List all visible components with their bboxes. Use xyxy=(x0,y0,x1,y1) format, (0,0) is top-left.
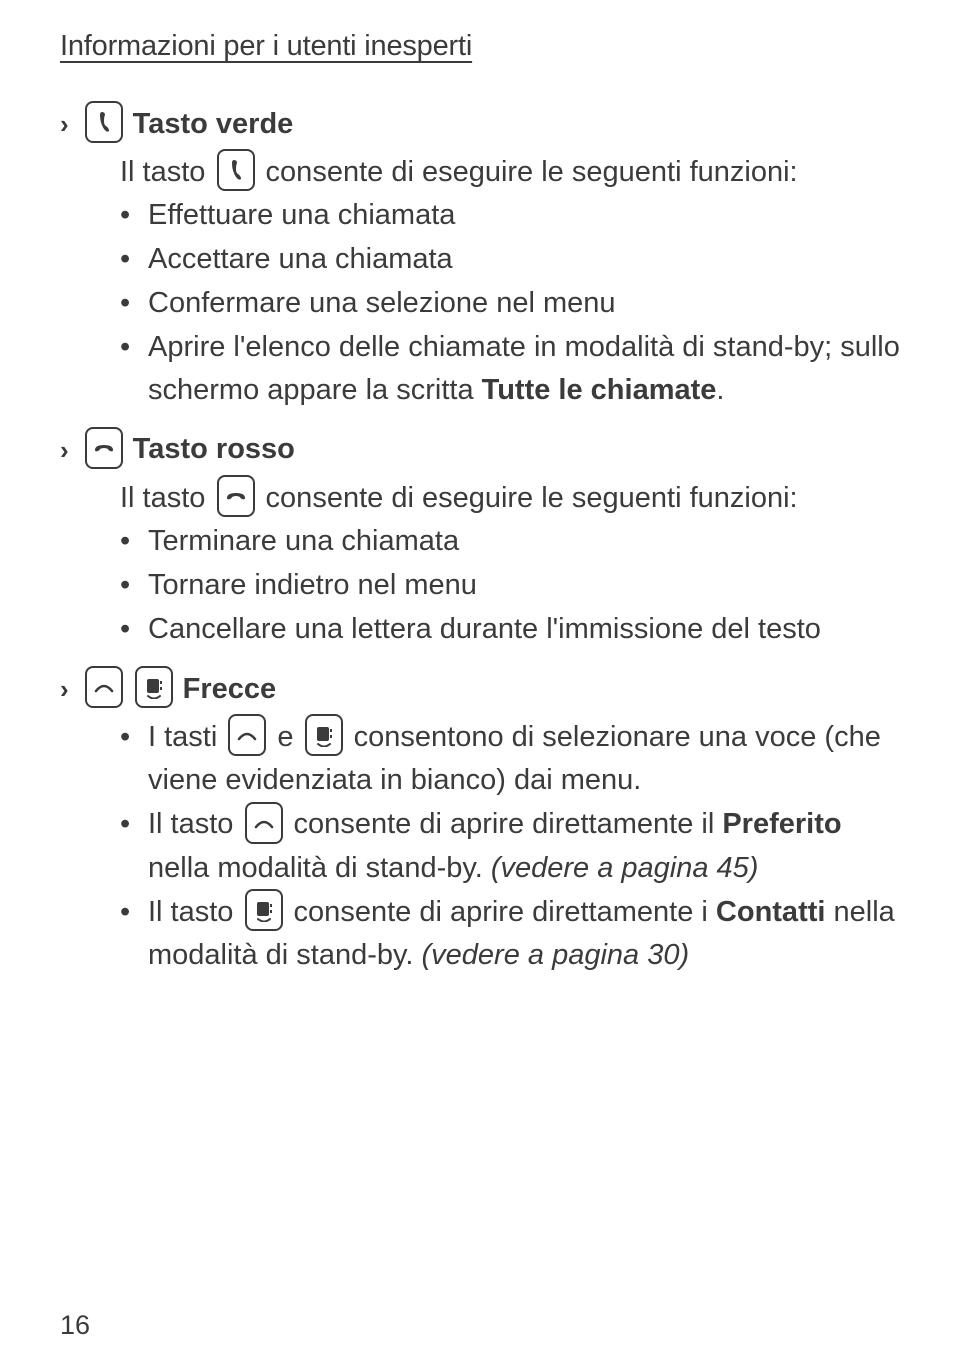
bullet-post2: nella modalità di stand-by. xyxy=(148,852,491,884)
list-item: Il tasto consente di aprire direttamente… xyxy=(120,803,900,888)
bullet-text: Terminare una chiamata xyxy=(148,525,459,557)
section-title-row: › Tasto verde xyxy=(60,103,900,145)
green-key-icon xyxy=(85,101,123,143)
chevron-icon: › xyxy=(60,111,69,137)
intro-post: consente di eseguire le seguenti funzion… xyxy=(258,156,798,188)
green-key-icon xyxy=(217,149,255,191)
red-key-icon xyxy=(85,427,123,469)
bullet-pre: Il tasto xyxy=(148,808,242,840)
bullet-bold: Contatti xyxy=(716,896,826,928)
list-item: Tornare indietro nel menu xyxy=(120,564,900,606)
bullet-list: Terminare una chiamata Tornare indietro … xyxy=(120,520,900,652)
section-title-row: › Frecce xyxy=(60,668,900,710)
bullet-text: Effettuare una chiamata xyxy=(148,199,455,231)
up-arrow-key-icon xyxy=(228,714,266,756)
section-green-key: › Tasto verde Il tasto consente di esegu… xyxy=(60,103,900,413)
bullet-text: Accettare una chiamata xyxy=(148,243,453,275)
intro-pre: Il tasto xyxy=(120,156,214,188)
bullet-post: . xyxy=(716,374,724,406)
bullet-text: Cancellare una lettera durante l'immissi… xyxy=(148,613,821,645)
section-title: Tasto verde xyxy=(133,108,294,141)
bullet-bold: Tutte le chiamate xyxy=(482,374,717,406)
bullet-text: Confermare una selezione nel menu xyxy=(148,287,616,319)
page-header: Informazioni per i utenti inesperti xyxy=(60,30,900,63)
up-arrow-key-icon xyxy=(245,802,283,844)
list-item: Terminare una chiamata xyxy=(120,520,900,562)
bullet-mid: e xyxy=(269,721,301,753)
down-contacts-key-icon xyxy=(245,889,283,931)
bullet-pre: I tasti xyxy=(148,721,225,753)
section-red-key: › Tasto rosso Il tasto consente di esegu… xyxy=(60,429,900,652)
list-item: Confermare una selezione nel menu xyxy=(120,282,900,324)
bullet-pre: Il tasto xyxy=(148,896,242,928)
list-item: Effettuare una chiamata xyxy=(120,194,900,236)
section-title: Frecce xyxy=(183,673,277,706)
section-intro: Il tasto consente di eseguire le seguent… xyxy=(120,151,890,194)
intro-post: consente di eseguire le seguenti funzion… xyxy=(258,482,798,514)
page: Informazioni per i utenti inesperti › Ta… xyxy=(0,0,960,978)
down-contacts-key-icon xyxy=(135,666,173,708)
bullet-list: I tasti e consentono di selezionare una … xyxy=(120,716,900,978)
section-arrows: › Frecce I tasti xyxy=(60,668,900,978)
section-title: Tasto rosso xyxy=(133,433,295,466)
bullet-bold: Preferito xyxy=(722,808,841,840)
bullet-italic: (vedere a pagina 30) xyxy=(422,939,690,971)
chevron-icon: › xyxy=(60,676,69,702)
chevron-icon: › xyxy=(60,437,69,463)
list-item: Cancellare una lettera durante l'immissi… xyxy=(120,608,900,650)
section-title-row: › Tasto rosso xyxy=(60,429,900,471)
bullet-text: Tornare indietro nel menu xyxy=(148,569,477,601)
bullet-list: Effettuare una chiamata Accettare una ch… xyxy=(120,194,900,412)
down-contacts-key-icon xyxy=(305,714,343,756)
list-item: Accettare una chiamata xyxy=(120,238,900,280)
intro-pre: Il tasto xyxy=(120,482,214,514)
bullet-italic: (vedere a pagina 45) xyxy=(491,852,759,884)
up-arrow-key-icon xyxy=(85,666,123,708)
red-key-icon xyxy=(217,475,255,517)
page-number: 16 xyxy=(60,1310,90,1341)
bullet-post1: consente di aprire direttamente il xyxy=(286,808,723,840)
list-item: Il tasto consente di aprire direttamente… xyxy=(120,891,900,976)
bullet-post1: consente di aprire direttamente i xyxy=(286,896,716,928)
list-item: I tasti e consentono di selezionare una … xyxy=(120,716,900,801)
list-item: Aprire l'elenco delle chiamate in modali… xyxy=(120,326,900,410)
section-intro: Il tasto consente di eseguire le seguent… xyxy=(120,477,890,520)
